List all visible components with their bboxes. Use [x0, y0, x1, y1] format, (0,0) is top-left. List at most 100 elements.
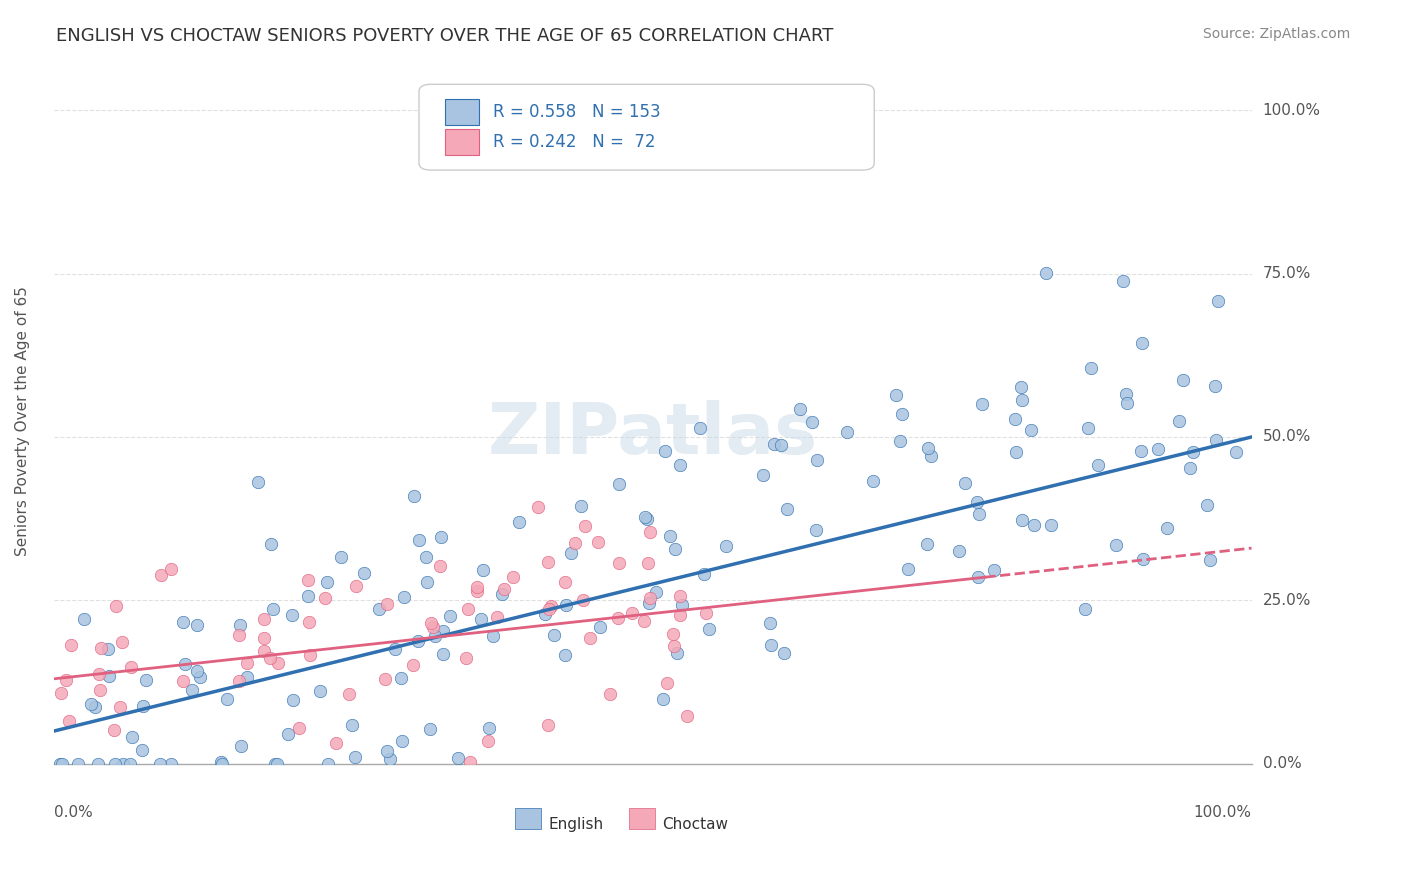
- Point: [389, 672, 412, 686]
- Point: [73, 612, 96, 626]
- Point: [228, 674, 250, 689]
- Point: [235, 670, 257, 684]
- Point: [342, 718, 364, 732]
- Point: [537, 555, 560, 569]
- Point: [492, 582, 515, 597]
- Point: [454, 651, 477, 665]
- Text: 100.0%: 100.0%: [1263, 103, 1320, 118]
- Point: [80, 697, 103, 711]
- Point: [633, 615, 655, 629]
- Point: [1181, 445, 1204, 459]
- Point: [508, 515, 530, 529]
- Point: [470, 612, 492, 626]
- Y-axis label: Seniors Poverty Over the Age of 65: Seniors Poverty Over the Age of 65: [15, 285, 30, 556]
- Point: [429, 558, 451, 573]
- Point: [1010, 379, 1032, 393]
- FancyBboxPatch shape: [446, 99, 479, 126]
- Point: [759, 616, 782, 631]
- Point: [415, 549, 437, 564]
- Point: [297, 589, 319, 603]
- Point: [472, 563, 495, 577]
- Point: [1011, 392, 1033, 407]
- Point: [186, 664, 208, 678]
- Text: 25.0%: 25.0%: [1263, 593, 1310, 608]
- Point: [316, 756, 339, 771]
- Point: [920, 449, 942, 463]
- Text: English: English: [548, 817, 603, 832]
- Point: [564, 535, 586, 549]
- Point: [586, 535, 609, 549]
- Text: 0.0%: 0.0%: [53, 805, 93, 820]
- FancyBboxPatch shape: [515, 808, 541, 829]
- Point: [211, 756, 233, 771]
- Point: [502, 570, 524, 584]
- Point: [367, 602, 389, 616]
- Point: [420, 615, 443, 630]
- Point: [264, 756, 287, 771]
- Point: [447, 751, 470, 765]
- Point: [1112, 274, 1135, 288]
- FancyBboxPatch shape: [446, 129, 479, 155]
- Point: [697, 622, 720, 636]
- Point: [89, 640, 111, 655]
- Point: [1173, 373, 1195, 387]
- Point: [655, 675, 678, 690]
- Point: [662, 639, 685, 653]
- Point: [1105, 538, 1128, 552]
- Point: [281, 693, 304, 707]
- Point: [98, 669, 121, 683]
- Point: [658, 529, 681, 543]
- Point: [620, 606, 643, 620]
- Point: [287, 721, 309, 735]
- Point: [589, 620, 612, 634]
- Point: [1019, 423, 1042, 437]
- Point: [391, 734, 413, 748]
- Point: [662, 627, 685, 641]
- Point: [534, 607, 557, 621]
- Point: [121, 659, 143, 673]
- Point: [634, 510, 657, 524]
- Point: [884, 388, 907, 402]
- Point: [465, 583, 488, 598]
- Point: [131, 742, 153, 756]
- Point: [689, 421, 711, 435]
- Point: [1199, 553, 1222, 567]
- Point: [676, 709, 699, 723]
- Point: [665, 646, 688, 660]
- Point: [1004, 411, 1026, 425]
- Point: [669, 589, 692, 603]
- Point: [762, 437, 785, 451]
- Point: [325, 736, 347, 750]
- Point: [121, 731, 143, 745]
- Point: [209, 755, 232, 769]
- Point: [229, 617, 252, 632]
- Point: [637, 556, 659, 570]
- Point: [1074, 602, 1097, 616]
- Point: [419, 722, 441, 736]
- Point: [599, 687, 621, 701]
- Point: [1206, 293, 1229, 308]
- Point: [67, 756, 90, 771]
- Point: [416, 574, 439, 589]
- Point: [375, 597, 398, 611]
- Point: [801, 416, 824, 430]
- Point: [579, 632, 602, 646]
- Point: [267, 656, 290, 670]
- Point: [253, 612, 276, 626]
- Point: [253, 631, 276, 645]
- Point: [554, 598, 576, 612]
- Point: [353, 566, 375, 580]
- Point: [315, 574, 337, 589]
- Point: [135, 673, 157, 688]
- Point: [172, 615, 194, 629]
- Point: [607, 476, 630, 491]
- Point: [1011, 513, 1033, 527]
- Point: [280, 607, 302, 622]
- Point: [607, 611, 630, 625]
- Point: [432, 624, 454, 639]
- Point: [97, 641, 120, 656]
- Point: [181, 682, 204, 697]
- Point: [538, 602, 561, 616]
- Point: [560, 546, 582, 560]
- Point: [262, 601, 284, 615]
